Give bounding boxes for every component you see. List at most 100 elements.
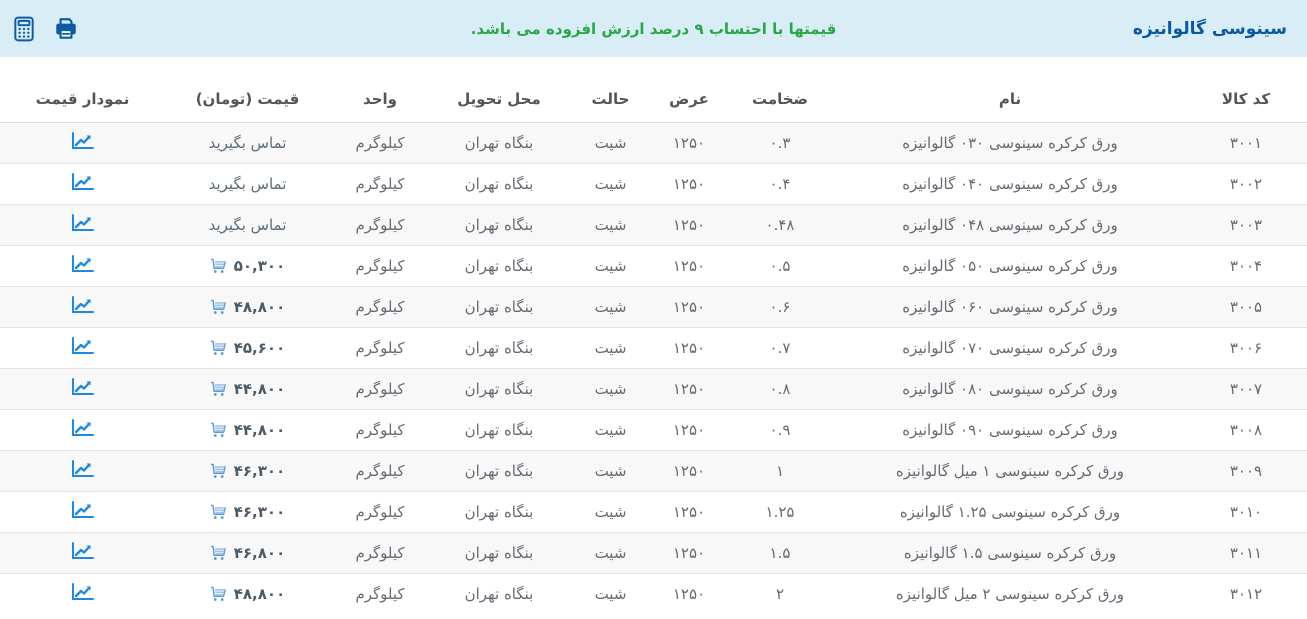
price-value: ۵۰,۳۰۰ [233,256,286,275]
cell-unit: کیلوگرم [330,162,430,204]
cell-product-code: ۳۰۰۶ [1185,326,1307,368]
cell-width: ۱۲۵۰ [653,285,725,327]
cell-unit: کیلوگرم [330,367,430,409]
table-row: ۳۰۱۰ ورق کرکره سینوسی ۱.۲۵ گالوانیزه ۱.۲… [0,490,1307,532]
cell-thickness: ۰.۵ [725,244,835,286]
add-to-cart-icon[interactable] [210,545,227,561]
header-thickness: ضخامت [725,57,835,123]
cell-delivery-location: بنگاه تهران [430,203,568,245]
cell-thickness: ۰.۷ [725,326,835,368]
cell-product-code: ۳۰۱۰ [1185,490,1307,532]
cell-state: شیت [568,367,653,409]
cell-width: ۱۲۵۰ [653,326,725,368]
add-to-cart-icon[interactable] [210,422,227,438]
price-chart-icon[interactable] [70,500,95,520]
cell-delivery-location: بنگاه تهران [430,531,568,573]
table-row: ۳۰۰۷ ورق کرکره سینوسی ۰۸۰ گالوانیزه ۰.۸ … [0,367,1307,409]
cell-price-chart [0,326,165,368]
price-chart-icon[interactable] [70,336,95,356]
add-to-cart-icon[interactable] [210,258,227,274]
cell-width: ۱۲۵۰ [672,133,706,152]
cell-product-code: ۳۰۰۳ [1185,203,1307,245]
cell-product-code: ۳۰۰۹ [1185,449,1307,491]
cell-width: ۱۲۵۰ [653,162,725,204]
cell-product-code: ۳۰۱۲ [1185,572,1307,614]
cell-unit: کیلوگرم [355,133,405,152]
cell-thickness: ۰.۹ [725,408,835,450]
table-row: ۳۰۰۴ ورق کرکره سینوسی ۰۵۰ گالوانیزه ۰.۵ … [0,244,1307,286]
cell-price-chart [0,244,165,286]
price-chart-icon[interactable] [70,459,95,479]
price-chart-icon[interactable] [70,172,95,192]
price-chart-icon[interactable] [70,377,95,397]
cell-price-chart [0,367,165,409]
cell-thickness: ۱ [725,449,835,491]
cell-width: ۱۲۵۰ [653,244,725,286]
header-name: نام [835,57,1185,123]
table-row: ۳۰۰۵ ورق کرکره سینوسی ۰۶۰ گالوانیزه ۰.۶ … [0,285,1307,327]
cell-product-name: ورق کرکره سینوسی ۱.۲۵ گالوانیزه [835,490,1185,532]
cell-unit: کیلوگرم [330,326,430,368]
add-to-cart-icon[interactable] [210,299,227,315]
cell-thickness: ۰.۸ [725,367,835,409]
price-value: تماس بگیرید [208,174,287,193]
price-chart-icon[interactable] [70,131,95,151]
cell-product-name: ورق کرکره سینوسی ۰۳۰ گالوانیزه [902,133,1118,152]
cell-state: شیت [568,244,653,286]
cell-delivery-location: بنگاه تهران [464,133,534,152]
vat-notice: قیمتها با احتساب ۹ درصد ارزش افزوده می ب… [470,19,837,38]
cell-unit: کیلوگرم [330,490,430,532]
cell-delivery-location: بنگاه تهران [430,285,568,327]
cell-width: ۱۲۵۰ [653,531,725,573]
header-width: عرض [653,57,725,123]
cell-delivery-location: بنگاه تهران [430,244,568,286]
cell-product-code: ۳۰۰۱ [1229,133,1263,152]
cell-product-name: ورق کرکره سینوسی ۱.۵ گالوانیزه [835,531,1185,573]
cell-delivery-location: بنگاه تهران [430,490,568,532]
table-row: ۳۰۰۳ ورق کرکره سینوسی ۰۴۸ گالوانیزه ۰.۴۸… [0,203,1307,245]
cell-state: شیت [568,572,653,614]
price-chart-icon[interactable] [70,295,95,315]
price-value: ۴۶,۳۰۰ [233,461,286,480]
table-row: ۳۰۰۲ ورق کرکره سینوسی ۰۴۰ گالوانیزه ۰.۴ … [0,162,1307,204]
cell-thickness: ۰.۴۸ [725,203,835,245]
header-delivery: محل تحویل [430,57,568,123]
header-state: حالت [568,57,653,123]
price-chart-icon[interactable] [70,254,95,274]
cell-state: شیت [568,285,653,327]
cell-product-code: ۳۰۰۵ [1185,285,1307,327]
cell-price-chart [0,408,165,450]
price-table: کد کالا نام ضخامت عرض حالت محل تحویل واح… [0,57,1307,614]
cell-price-chart [0,490,165,532]
cell-product-name: ورق کرکره سینوسی ۰۹۰ گالوانیزه [835,408,1185,450]
printer-icon[interactable] [52,15,80,43]
add-to-cart-icon[interactable] [210,381,227,397]
add-to-cart-icon[interactable] [210,340,227,356]
cell-width: ۱۲۵۰ [653,367,725,409]
price-value: ۴۶,۳۰۰ [233,502,286,521]
price-chart-icon[interactable] [70,213,95,233]
add-to-cart-icon[interactable] [210,586,227,602]
cell-price: ۴۸,۸۰۰ [165,285,330,327]
cell-unit: کیلوگرم [330,531,430,573]
price-chart-icon[interactable] [70,541,95,561]
price-chart-icon[interactable] [70,582,95,602]
cell-delivery-location: بنگاه تهران [430,367,568,409]
cell-price: ۴۴,۸۰۰ [165,367,330,409]
price-value: ۴۸,۸۰۰ [233,584,286,603]
calculator-icon[interactable] [10,15,38,43]
price-chart-icon[interactable] [70,418,95,438]
cell-price: ۴۵,۶۰۰ [165,326,330,368]
add-to-cart-icon[interactable] [210,504,227,520]
cell-product-name: ورق کرکره سینوسی ۲ میل گالوانیزه [835,572,1185,614]
cell-price: تماس بگیرید [165,203,330,245]
cell-price-chart [0,203,165,245]
cell-product-name: ورق کرکره سینوسی ۰۸۰ گالوانیزه [835,367,1185,409]
price-value: ۴۴,۸۰۰ [233,379,286,398]
add-to-cart-icon[interactable] [210,463,227,479]
cell-price-chart [0,122,165,163]
cell-thickness: ۲ [725,572,835,614]
cell-unit: کیلوگرم [330,408,430,450]
cell-state: شیت [594,133,627,152]
price-value: تماس بگیرید [208,133,287,152]
